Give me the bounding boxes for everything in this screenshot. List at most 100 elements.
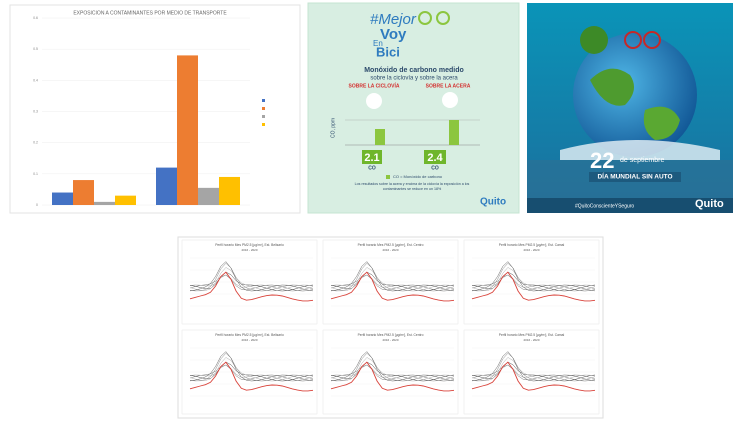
clouds	[560, 140, 720, 160]
profile-line	[189, 261, 314, 292]
logo: Quito	[480, 197, 506, 208]
legend-swatch	[386, 175, 390, 179]
bike	[624, 31, 642, 49]
bar	[115, 195, 136, 205]
legend-swatch	[262, 123, 265, 126]
profile-line	[189, 274, 314, 292]
y-tick-label: 0	[36, 203, 38, 207]
profile-line	[189, 262, 314, 292]
profile-line	[330, 274, 455, 292]
hashtag: #Mejor	[370, 11, 417, 28]
footnote: Los resultados sobre la acera y encima d…	[354, 182, 470, 191]
profile-line	[471, 267, 596, 292]
event: DÍA MUNDIAL SIN AUTO	[597, 172, 672, 181]
bar	[94, 201, 115, 205]
panel-frame	[9, 4, 301, 214]
legend: CO = Monóxido de carbono	[393, 174, 443, 179]
profile-line	[189, 361, 314, 392]
day: 22	[590, 148, 614, 173]
profile-line	[189, 267, 314, 292]
y-tick-label: 0.5	[33, 47, 38, 51]
profile-line	[189, 361, 314, 382]
subheading: sobre la ciclovía y sobre la acera	[370, 76, 458, 82]
bar	[52, 192, 73, 205]
profile-line	[189, 271, 314, 292]
event-box	[589, 172, 681, 182]
infographic-panel: #Mejor Voy En Bici Monóxido de carbono m…	[307, 2, 520, 214]
chart-title: Perfil horario Mes PM2.5 [µg/m³], Est. C…	[358, 333, 424, 337]
profile-line	[189, 271, 314, 302]
y-tick-label: 0.4	[33, 78, 38, 82]
cyclist-icon	[366, 93, 382, 109]
legend-swatch	[262, 99, 265, 102]
y-tick-label: 0.1	[33, 172, 38, 176]
bike-icon	[436, 11, 450, 25]
profile-line	[471, 357, 596, 382]
heading: Monóxido de carbono medido	[364, 67, 464, 74]
chart-subtitle: 2016 - 2020	[382, 338, 398, 342]
walker-icon	[442, 92, 458, 108]
bar-chart-panel: EXPOSICION A CONTAMINANTES POR MEDIO DE …	[9, 4, 301, 214]
profile-line	[330, 352, 455, 382]
chart-subtitle: 2016 - 2020	[523, 338, 539, 342]
y-tick-label: 0.3	[33, 109, 38, 113]
profile-line	[330, 267, 455, 292]
bar-icon	[449, 120, 459, 145]
legend-swatch	[262, 107, 265, 110]
poster-panel: 22 de septiembre DÍA MUNDIAL SIN AUTO #Q…	[527, 3, 733, 213]
axis-label: CO, ppm	[330, 118, 336, 138]
profile-line	[330, 361, 455, 382]
profile-line	[471, 262, 596, 292]
footer-bar	[527, 198, 733, 213]
profile-line	[330, 361, 455, 392]
profile-line	[330, 271, 455, 292]
panel-background	[308, 3, 519, 213]
chart-title: Perfil horario Mes PM2.5 [µg/m³], Est. B…	[215, 243, 284, 247]
legend-swatch	[262, 115, 265, 118]
bar	[156, 167, 177, 205]
value: 2.4	[427, 152, 443, 164]
chart-title: EXPOSICION A CONTAMINANTES POR MEDIO DE …	[73, 10, 227, 16]
legend	[262, 99, 265, 126]
value-box	[362, 150, 382, 164]
profile-line	[330, 364, 455, 382]
chart-title: Perfil horario Mes PM2.5 [µg/m³], Est. C…	[499, 243, 565, 247]
bar-icon	[375, 129, 385, 145]
profile-line	[330, 261, 455, 292]
profile-line	[330, 351, 455, 382]
value: 2.1	[364, 152, 379, 164]
bar	[219, 176, 240, 205]
profile-line	[471, 261, 596, 292]
chart-title: Perfil horario Mes PM2.5 [µg/m³], Est. C…	[499, 333, 565, 337]
profile-line	[189, 351, 314, 382]
profile-line	[471, 271, 596, 302]
chart-subtitle: 2016 - 2020	[382, 248, 398, 252]
value-box	[424, 150, 446, 164]
hashtag: Voy	[380, 26, 407, 43]
chart-subtitle: 2016 - 2020	[523, 248, 539, 252]
profile-line	[189, 352, 314, 382]
y-tick-label: 0.2	[33, 141, 38, 145]
chart-title: Perfil horario Mes PM2.5 [µg/m³], Est. B…	[215, 333, 284, 337]
tree	[580, 26, 608, 54]
profile-line	[471, 274, 596, 292]
continent	[643, 106, 680, 140]
y-tick-label: 0.6	[33, 16, 38, 20]
profile-line	[471, 361, 596, 382]
profile-line	[471, 351, 596, 382]
month: de septiembre	[620, 157, 664, 164]
profile-line	[471, 361, 596, 392]
profile-line	[189, 364, 314, 382]
profile-line	[189, 357, 314, 382]
bar	[73, 180, 94, 205]
label: SOBRE LA CICLOVÍA	[349, 81, 400, 89]
bike	[643, 31, 661, 49]
chart-subtitle: 2016 - 2020	[241, 338, 257, 342]
unit: CO	[368, 165, 376, 171]
label: SOBRE LA ACERA	[426, 83, 471, 89]
logo: Quito	[695, 198, 724, 210]
continent	[590, 68, 634, 106]
bar	[177, 55, 198, 206]
profile-line	[330, 271, 455, 302]
